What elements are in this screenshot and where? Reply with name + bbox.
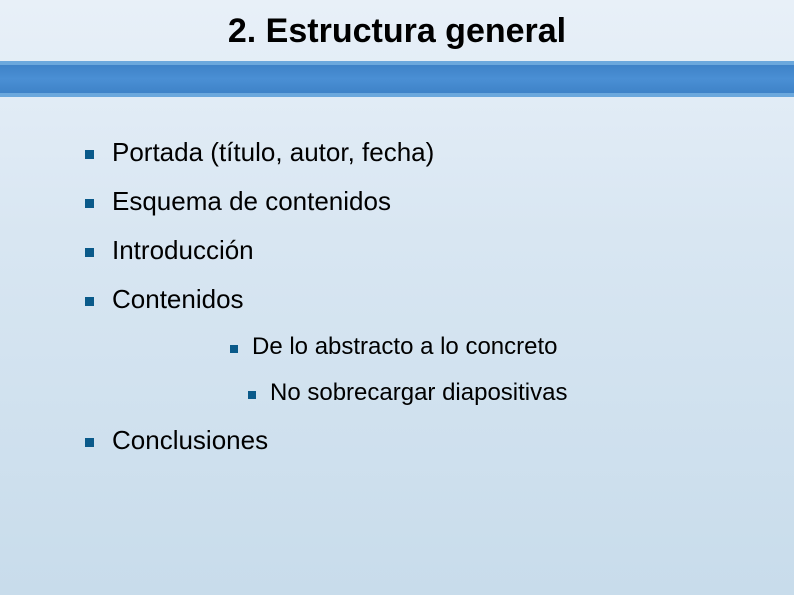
- bullet-text: Portada (título, autor, fecha): [112, 137, 434, 168]
- bullet-icon: [230, 345, 238, 353]
- bullet-icon: [85, 248, 94, 257]
- bullet-icon: [85, 297, 94, 306]
- list-item: Esquema de contenidos: [85, 186, 744, 217]
- bullet-text: Esquema de contenidos: [112, 186, 391, 217]
- title-bar: [0, 61, 794, 97]
- list-item: Introducción: [85, 235, 744, 266]
- list-item: Contenidos: [85, 284, 744, 315]
- list-item: Conclusiones: [85, 425, 744, 456]
- presentation-slide: 2. Estructura general Portada (título, a…: [0, 0, 794, 595]
- slide-content: Portada (título, autor, fecha) Esquema d…: [0, 97, 794, 456]
- bullet-text: Conclusiones: [112, 425, 268, 456]
- title-area: 2. Estructura general: [0, 0, 794, 61]
- sub-list-item: No sobrecargar diapositivas: [230, 379, 744, 407]
- bullet-icon: [85, 199, 94, 208]
- bullet-text: Contenidos: [112, 284, 244, 315]
- bullet-icon: [248, 391, 256, 399]
- bullet-icon: [85, 438, 94, 447]
- list-item: Portada (título, autor, fecha): [85, 137, 744, 168]
- sub-list: De lo abstracto a lo concreto No sobreca…: [85, 333, 744, 407]
- slide-title: 2. Estructura general: [0, 12, 794, 51]
- sub-bullet-text: De lo abstracto a lo concreto: [252, 333, 558, 361]
- bullet-text: Introducción: [112, 235, 254, 266]
- bullet-icon: [85, 150, 94, 159]
- sub-bullet-text: No sobrecargar diapositivas: [270, 379, 567, 407]
- sub-list-item: De lo abstracto a lo concreto: [230, 333, 744, 361]
